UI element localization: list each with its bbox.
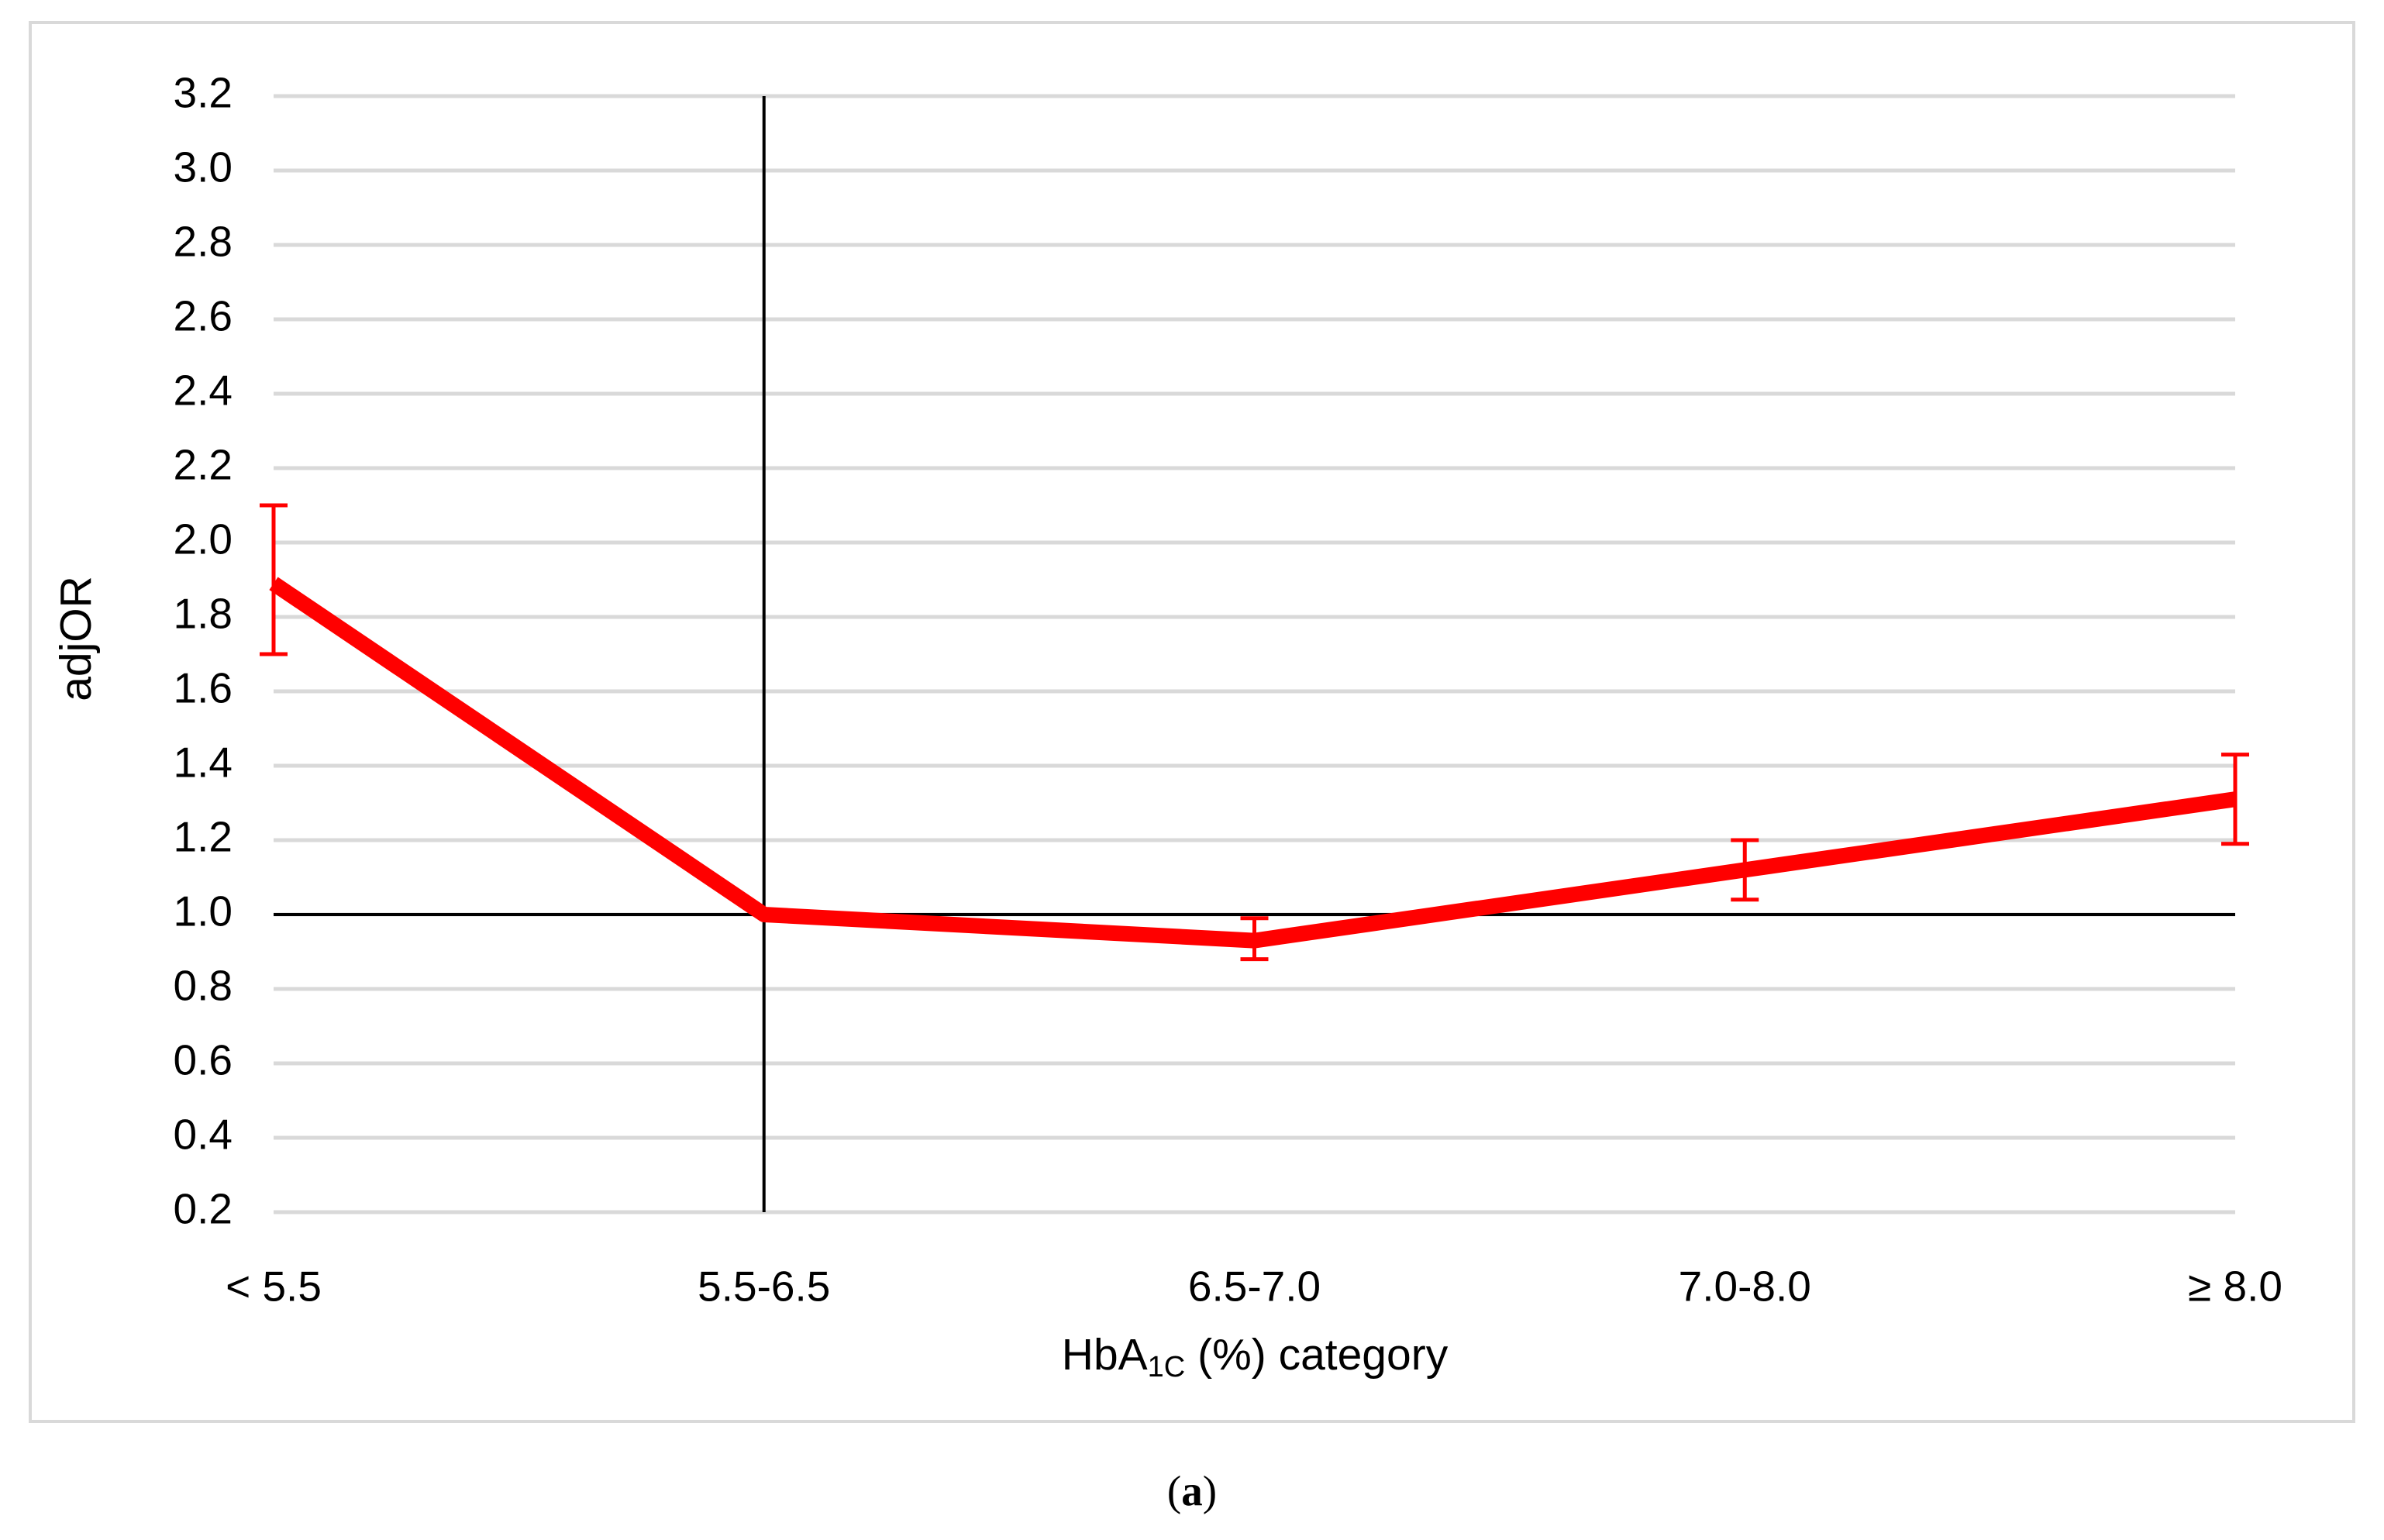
y-tick-label: 0.8	[174, 962, 233, 1010]
x-label-part: (%) category	[1185, 1330, 1448, 1380]
y-tick-label: 0.6	[174, 1036, 233, 1084]
error-bar	[1731, 838, 1759, 902]
x-tick-label: 6.5-7.0	[1188, 1263, 1321, 1311]
y-tick-label: 3.2	[174, 69, 233, 117]
y-tick-label: 2.8	[174, 218, 233, 266]
x-tick-label: < 5.5	[226, 1263, 322, 1311]
y-axis-label: adjOR	[51, 576, 101, 701]
y-tick-label: 0.4	[174, 1111, 233, 1159]
caption: (a)	[1167, 1467, 1217, 1514]
error-bar	[1240, 916, 1269, 962]
x-tick-label: 5.5-6.5	[698, 1263, 830, 1311]
y-tick-label: 2.0	[174, 515, 233, 563]
chart-border	[29, 21, 2355, 1423]
error-bar	[260, 503, 288, 656]
x-axis-label: HbA1C (%) category	[1062, 1330, 1449, 1383]
y-tick-label: 1.2	[174, 813, 233, 861]
y-tick-label: 1.6	[174, 664, 233, 712]
y-tick-label: 1.0	[174, 887, 233, 935]
x-tick-label: 7.0-8.0	[1679, 1263, 1811, 1311]
error-bar	[2221, 753, 2249, 846]
caption-part: a	[1181, 1467, 1203, 1514]
caption-part: )	[1203, 1467, 1217, 1514]
labels: 0.2 0.4 0.6 0.8 1.0 1.2 1.4 1.6 1.8 2.0 2.2 2.4 2.6 2…	[174, 69, 2282, 1311]
marks	[260, 503, 2249, 962]
caption-part: (	[1167, 1467, 1181, 1514]
y-tick-label: 1.4	[174, 739, 233, 787]
reference-lines	[274, 96, 2235, 1212]
x-tick-label: ≥ 8.0	[2188, 1263, 2282, 1311]
y-tick-label: 2.6	[174, 292, 233, 340]
y-tick-label: 2.2	[174, 441, 233, 489]
y-tick-label: 3.0	[174, 143, 233, 191]
x-label-subscript: 1C	[1148, 1351, 1186, 1383]
y-tick-label: 0.2	[174, 1185, 233, 1233]
x-label-part: HbA	[1062, 1330, 1148, 1380]
y-tick-label: 1.8	[174, 590, 233, 638]
y-tick-label: 2.4	[174, 367, 233, 415]
